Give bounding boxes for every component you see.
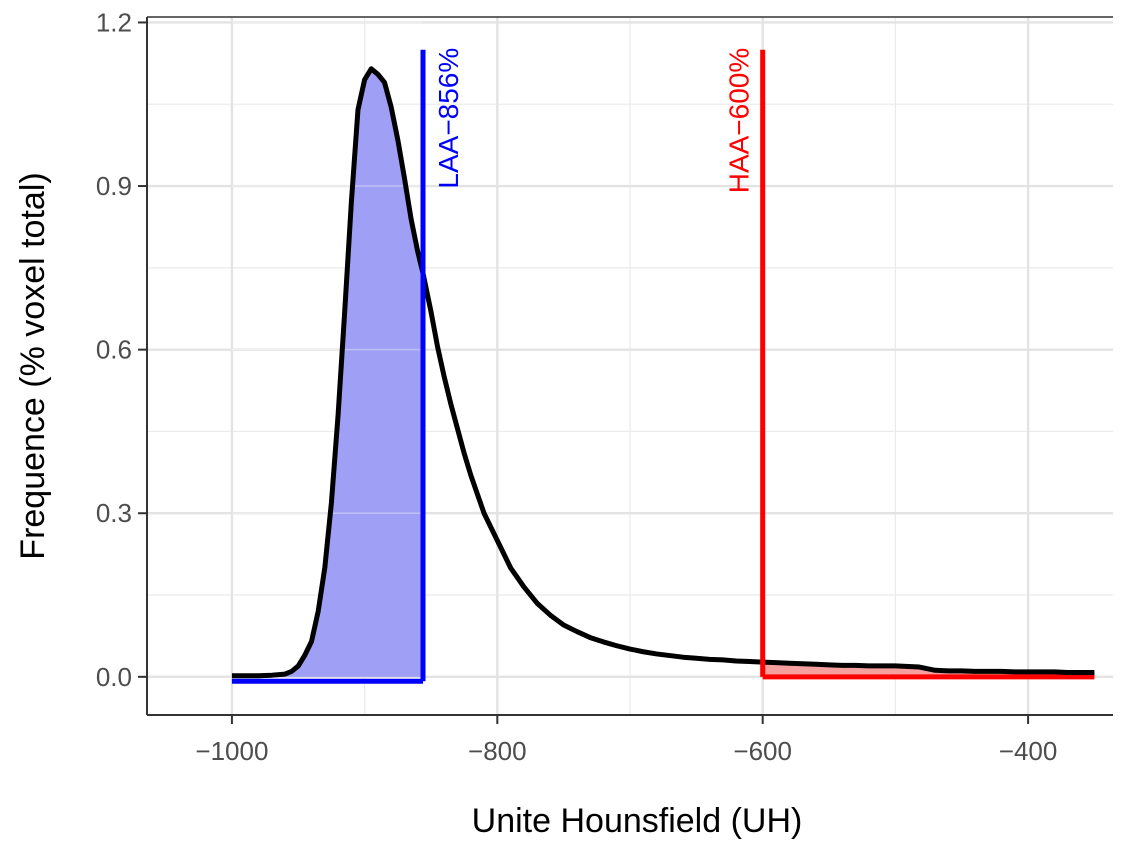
x-axis-title: Unite Hounsfield (UH) xyxy=(472,802,803,840)
shaded-areas xyxy=(231,21,1095,684)
laa-shaded-area xyxy=(231,68,423,677)
y-tick-label: 0.9 xyxy=(96,171,132,201)
x-tick-label: −1000 xyxy=(195,736,268,766)
y-tick-label: 0.3 xyxy=(96,498,132,528)
y-axis-ticks: 0.0 0.3 0.6 0.9 1.2 xyxy=(96,7,147,692)
x-tick-label: −600 xyxy=(733,736,792,766)
y-axis-title: Frequence (% voxel total) xyxy=(14,172,52,559)
laa-label: LAA−856% xyxy=(433,48,464,189)
threshold-lines: LAA−856% HAA−600% xyxy=(420,48,766,682)
density-curve xyxy=(231,66,1095,679)
x-axis-ticks: −1000 −800 −600 −400 xyxy=(195,715,1057,766)
x-tick-label: −400 xyxy=(999,736,1058,766)
y-tick-label: 0.6 xyxy=(96,335,132,365)
y-tick-label: 0.0 xyxy=(96,662,132,692)
axes xyxy=(146,16,1113,716)
haa-label: HAA−600% xyxy=(724,48,755,194)
density-curve-layer xyxy=(231,66,1095,679)
y-tick-label: 1.2 xyxy=(96,7,132,37)
x-tick-label: −800 xyxy=(468,736,527,766)
grid-minor xyxy=(147,17,1113,715)
